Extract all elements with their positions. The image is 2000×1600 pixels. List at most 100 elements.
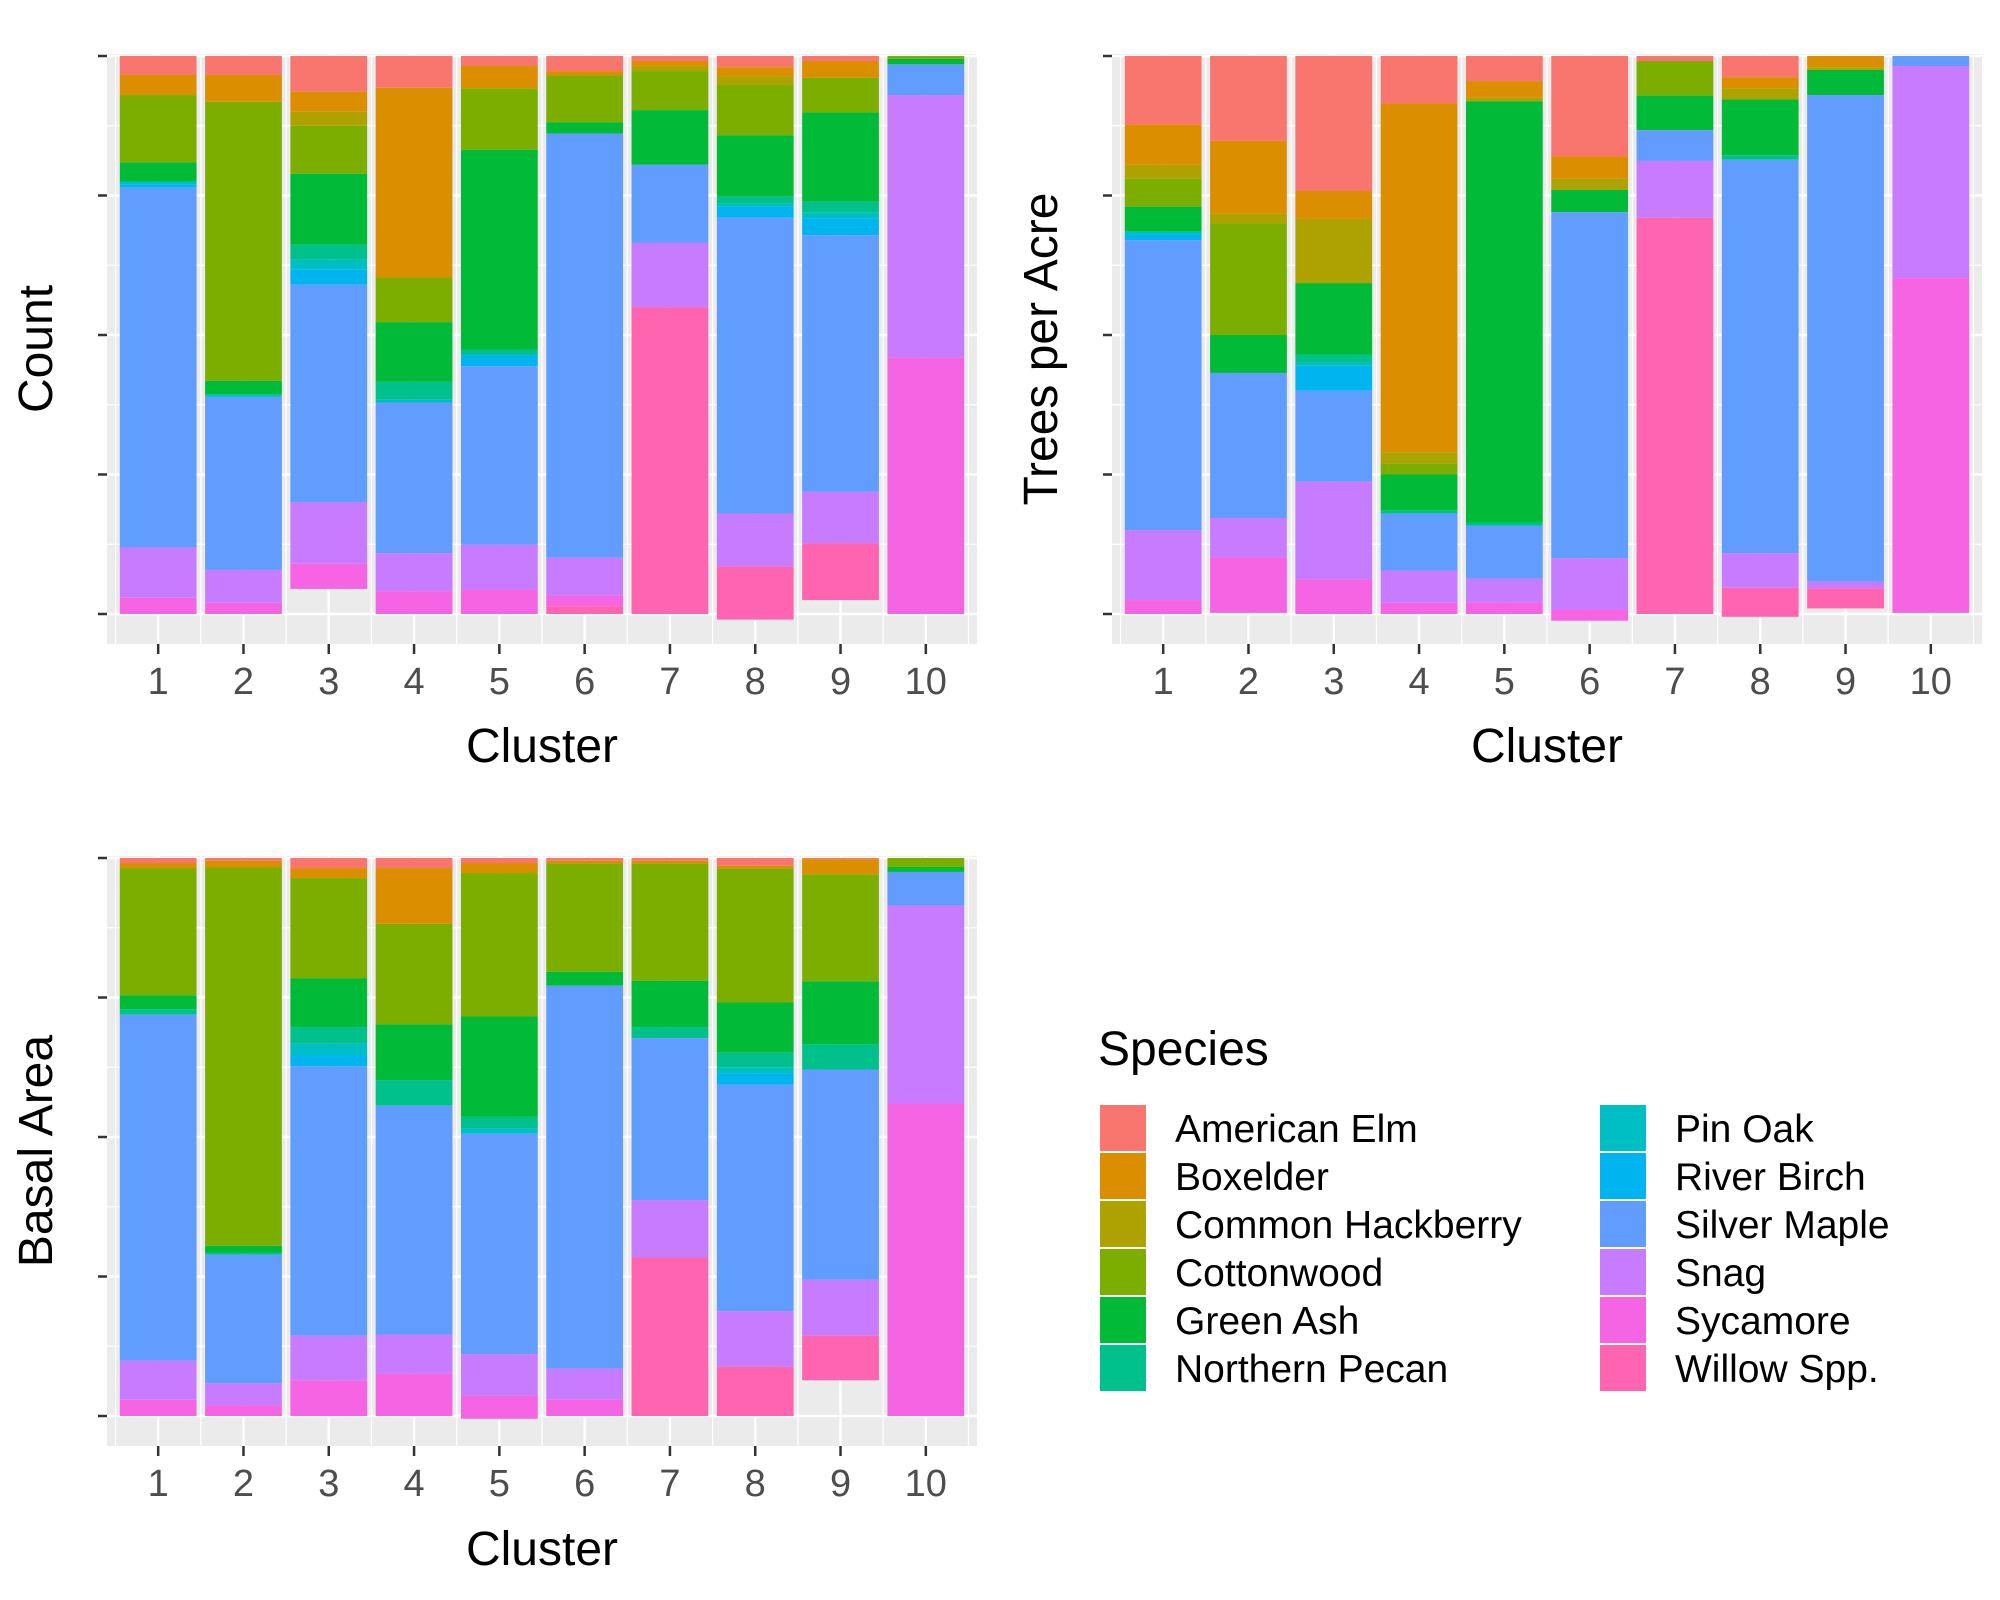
legend-item: Pin Oak xyxy=(1600,1105,1814,1151)
x-tick-label: 2 xyxy=(233,661,254,703)
x-tick-label: 7 xyxy=(659,1463,680,1505)
x-tick-label: 4 xyxy=(403,661,424,703)
bar-segment xyxy=(802,1044,879,1070)
legend-item: Cottonwood xyxy=(1100,1249,1383,1295)
bar-segment xyxy=(290,858,368,869)
bar-segment xyxy=(802,112,879,202)
bar-segment xyxy=(119,187,197,548)
bar-segment xyxy=(1721,155,1799,160)
legend-item: Willow Spp. xyxy=(1600,1345,1879,1391)
bar-segment xyxy=(802,981,879,1045)
legend-item: Silver Maple xyxy=(1600,1201,1890,1247)
bar-segment xyxy=(802,201,879,213)
bar-segment xyxy=(290,111,368,126)
bar-segment xyxy=(631,242,709,308)
bar-segment xyxy=(1210,223,1287,335)
bar-segment xyxy=(1551,178,1629,190)
bar-segment xyxy=(546,75,624,123)
bar-segment xyxy=(1380,474,1458,511)
bar-segment xyxy=(1721,88,1799,100)
bar-segment xyxy=(1465,81,1543,98)
bar-segment xyxy=(1380,570,1458,603)
x-axis-title: Cluster xyxy=(466,720,618,773)
bar-segment xyxy=(290,868,368,879)
bar-segment xyxy=(802,218,879,236)
bar-segment xyxy=(460,355,538,367)
bar-segment xyxy=(1295,365,1373,391)
bar-segment xyxy=(375,399,453,403)
bar-segment xyxy=(1551,189,1629,213)
bar-segment xyxy=(802,61,879,78)
bar-segment xyxy=(375,277,453,323)
legend-label: Willow Spp. xyxy=(1675,1348,1879,1391)
bar-segment xyxy=(1124,56,1202,125)
bar-segment xyxy=(460,66,538,89)
bar-segment xyxy=(716,76,794,86)
bar-segment xyxy=(546,1399,624,1416)
bar-segment xyxy=(631,1257,709,1416)
x-tick-label: 2 xyxy=(233,1463,254,1505)
bar-segment xyxy=(631,66,709,72)
bar-segment xyxy=(716,56,794,68)
x-axis-title: Cluster xyxy=(466,1523,618,1576)
bar-segment xyxy=(631,56,709,62)
bar-segment xyxy=(205,396,282,570)
bar-segment xyxy=(887,866,965,872)
bar-segment xyxy=(631,307,709,614)
bar-segment xyxy=(1636,217,1714,614)
bar-segment xyxy=(205,1383,282,1406)
x-tick-label: 9 xyxy=(1835,661,1856,703)
bar-segment xyxy=(1551,56,1629,157)
bar-segment xyxy=(716,1073,794,1085)
bar-segment xyxy=(1465,56,1543,82)
bar-segment xyxy=(1892,278,1970,613)
y-axis-title: Trees per Acre xyxy=(1015,192,1068,505)
bar-segment xyxy=(802,1279,879,1336)
bar-segment xyxy=(1807,95,1884,582)
bar-segment xyxy=(375,868,453,924)
bar-segment xyxy=(375,553,453,592)
bar-segment xyxy=(375,1080,453,1106)
bar-segment xyxy=(802,212,879,219)
bar-segment xyxy=(460,349,538,356)
bar-segment xyxy=(1380,463,1458,475)
bar-segment xyxy=(119,547,197,598)
x-tick-label: 10 xyxy=(1910,661,1952,703)
bar-segment xyxy=(290,269,368,285)
bar-segment xyxy=(460,1016,538,1117)
bar-segment xyxy=(375,1024,453,1081)
bar-segment xyxy=(460,366,538,545)
bar-segment xyxy=(290,502,368,564)
chart-panel-2: 1 2 3 4 5 6 7 8 9 10 Cluster Trees per Acre xyxy=(1015,54,1982,773)
bar-segment xyxy=(119,1014,197,1361)
bar-segment xyxy=(1807,56,1884,68)
legend-swatch xyxy=(1600,1297,1646,1343)
bar-segment xyxy=(290,244,368,260)
bar-segment xyxy=(1807,69,1884,96)
bar-segment xyxy=(802,874,879,982)
bar-segment xyxy=(205,380,282,395)
bar-segment xyxy=(887,58,965,65)
x-tick-label: 7 xyxy=(659,661,680,703)
bar-segment xyxy=(205,860,282,868)
bar-segment xyxy=(119,184,197,188)
legend-item: Common Hackberry xyxy=(1100,1201,1522,1247)
bar-segment xyxy=(375,858,453,869)
bar-segment xyxy=(802,858,879,860)
bar-segment xyxy=(375,923,453,1025)
bar-segment xyxy=(1380,452,1458,464)
bar-segment xyxy=(1721,553,1799,588)
legend-item: River Birch xyxy=(1600,1153,1866,1199)
bar-segment xyxy=(119,95,197,163)
bar-segment xyxy=(375,87,453,278)
bar-segment xyxy=(887,95,965,358)
bar-segment xyxy=(290,1335,368,1381)
legend-label: Silver Maple xyxy=(1675,1204,1890,1247)
legend-swatch xyxy=(1100,1297,1146,1343)
bar-segment xyxy=(1295,354,1373,363)
bar-segment xyxy=(1465,578,1543,603)
bar-segment xyxy=(1210,557,1287,613)
bar-segment xyxy=(290,259,368,270)
bar-segment xyxy=(1465,602,1543,614)
bar-segment xyxy=(887,56,965,59)
